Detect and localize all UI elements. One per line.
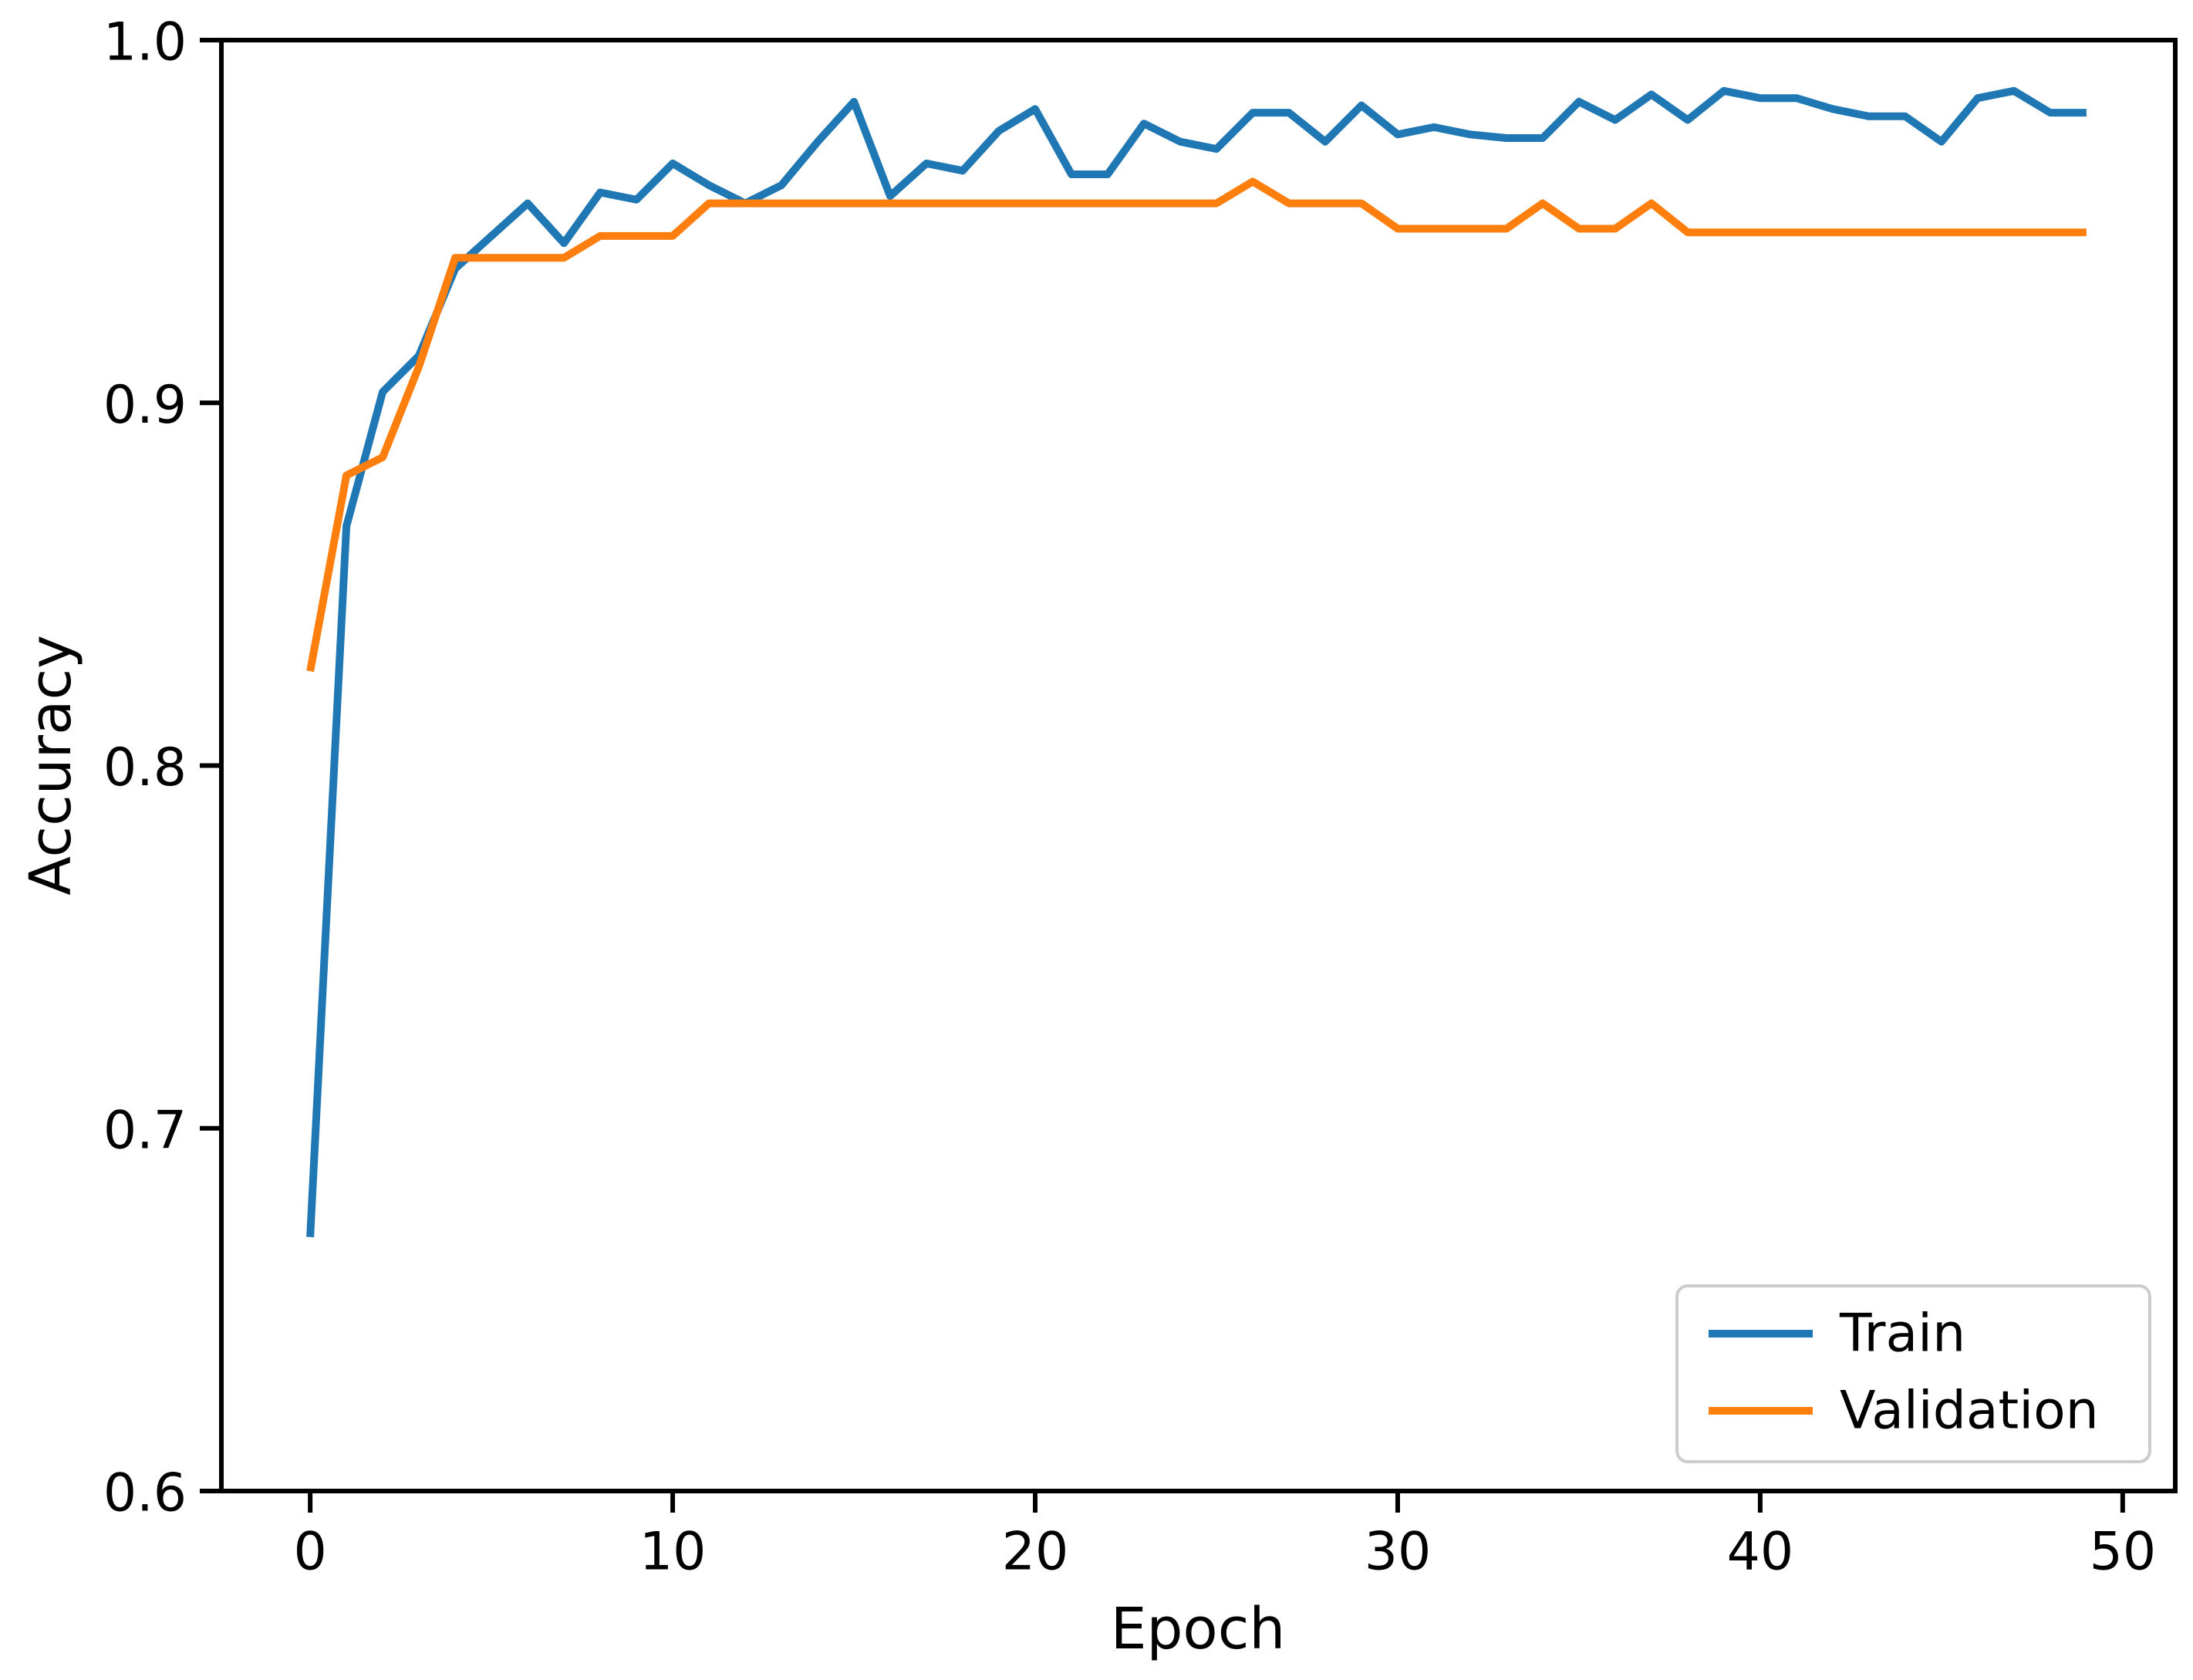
y-tick-label: 0.7 <box>103 1100 187 1161</box>
legend-label-validation: Validation <box>1840 1381 2099 1442</box>
y-tick-label: 0.8 <box>103 737 187 798</box>
y-tick-label: 0.9 <box>103 375 187 436</box>
legend-item-train: Train <box>1709 1304 1965 1365</box>
legend-item-validation: Validation <box>1709 1381 2099 1442</box>
series-layer <box>306 86 2087 1238</box>
x-tick-label: 50 <box>2090 1522 2157 1583</box>
legend: Train Validation <box>1675 1284 2151 1463</box>
x-axis-label: Epoch <box>1111 1596 1286 1662</box>
x-tick-label: 0 <box>294 1522 327 1583</box>
tick-layer: 0 10 20 30 40 50 0.6 0.7 0.8 0.9 1.0 <box>103 12 2156 1583</box>
x-tick-label: 20 <box>1002 1522 1069 1583</box>
train-line <box>306 86 2087 1238</box>
legend-label-train: Train <box>1839 1304 1965 1365</box>
y-tick-label: 0.6 <box>103 1463 187 1524</box>
x-tick-label: 10 <box>639 1522 707 1583</box>
x-tick-label: 30 <box>1365 1522 1432 1583</box>
x-tick-label: 40 <box>1727 1522 1794 1583</box>
y-tick-label: 1.0 <box>103 12 187 73</box>
validation-line <box>306 177 2087 673</box>
y-axis-label: Accuracy <box>18 635 84 896</box>
